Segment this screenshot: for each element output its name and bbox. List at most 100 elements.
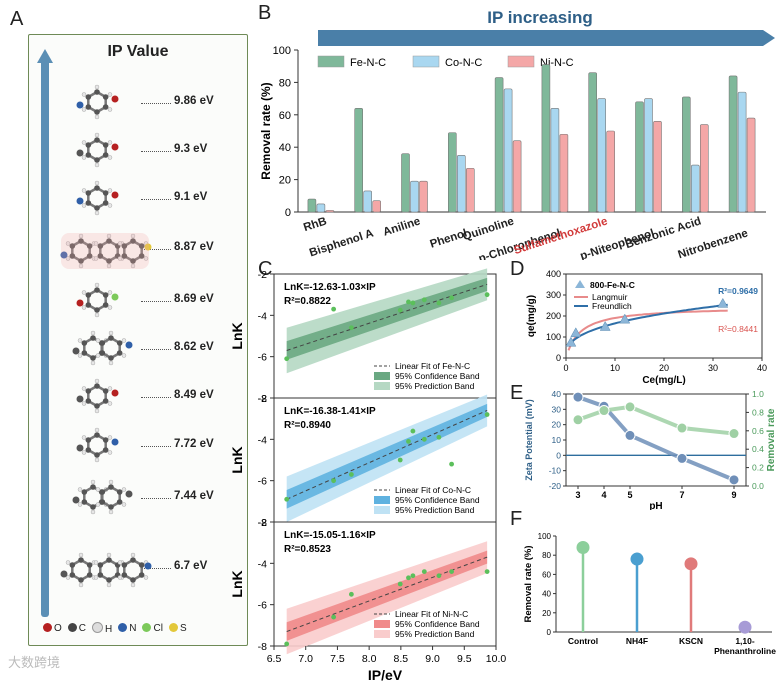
r2-langmuir: R²=0.8441	[718, 324, 758, 334]
data-point-ni-n-c-3	[397, 581, 403, 587]
atom-h	[94, 210, 100, 216]
data-point-zeta-potential-3	[676, 452, 688, 464]
atom-c	[85, 94, 92, 100]
x-tick-label: 9	[731, 490, 736, 500]
y-tick-label-left: -10	[549, 466, 562, 476]
y-tick-label: -2	[258, 393, 267, 405]
atom-c	[102, 447, 109, 453]
data-point-4	[717, 297, 729, 308]
confidence-band-co-n-c	[286, 403, 488, 509]
x-tick-label: 8.0	[362, 653, 377, 665]
atom-h	[94, 282, 100, 288]
atom-c	[94, 109, 100, 115]
atom-c	[85, 447, 92, 453]
legend-swatch-ni-n-c	[507, 55, 535, 68]
ip-value-title: IP Value	[107, 43, 169, 60]
atom-c	[81, 350, 88, 356]
atom-h	[78, 233, 84, 239]
atom-h	[121, 353, 127, 358]
legend-conf-swatch	[374, 372, 390, 380]
data-point-fe-n-c-1	[348, 325, 354, 331]
legend-swatch-co-n-c	[412, 55, 440, 68]
bar-ni-n-c-phenol	[466, 167, 475, 213]
y-tick-label: 20	[279, 175, 291, 187]
atom-h	[81, 140, 87, 145]
data-point-ni-n-c-4	[406, 575, 411, 581]
x-tick-label: 7.0	[298, 653, 313, 665]
atom-c	[121, 253, 128, 259]
data-point-ni-n-c-7	[436, 573, 442, 579]
legend-freundlich-label: Freundlich	[592, 301, 632, 311]
atom-substituent	[144, 243, 152, 251]
data-point-removal-rate-3	[676, 422, 688, 434]
atom-c	[106, 577, 112, 583]
y-tick-label: 40	[279, 142, 291, 154]
data-point-co-n-c-0	[284, 496, 290, 502]
legend-swatch-fe-n-c	[317, 55, 345, 68]
ip-increasing-label: IP increasing	[487, 8, 593, 27]
y-tick-label: 80	[279, 77, 291, 89]
r2-ni-n-c: R²=0.8523	[284, 544, 331, 555]
y-axis-label-right: Removal rate	[766, 408, 777, 471]
bar-fe-n-c-bisphenol-a	[354, 108, 363, 213]
atom-h	[90, 479, 96, 485]
atom-h	[117, 560, 123, 565]
y-tick-label: 300	[546, 290, 561, 300]
atom-c	[97, 572, 104, 578]
atom-c	[102, 398, 109, 404]
data-point-fe-n-c-3	[406, 299, 411, 305]
ip-value-9: 6.7 eV	[174, 560, 208, 572]
bar-ni-n-c-aniline	[419, 180, 428, 213]
atom-legend-cl: Cl	[142, 623, 163, 634]
atom-h	[81, 386, 87, 391]
data-point-fe-n-c-8	[484, 292, 490, 298]
data-point-co-n-c-1	[331, 478, 337, 484]
y-tick-label-left: -20	[549, 481, 562, 491]
atom-h	[65, 560, 71, 565]
atom-h	[81, 450, 87, 455]
y-tick-label: -8	[258, 393, 267, 405]
x-tick-label: 7.5	[330, 653, 345, 665]
bar-fe-n-c-phenol	[448, 132, 457, 213]
atom-h	[65, 575, 71, 580]
data-point-ni-n-c-1	[331, 614, 337, 620]
r2-freundlich: R²=0.9649	[718, 286, 758, 296]
atom-h	[107, 107, 113, 112]
x-tick-label: 40	[757, 363, 767, 373]
y-tick-label-right: 0.6	[752, 426, 764, 436]
atom-h	[77, 502, 83, 507]
bar-fe-n-c-p-chlorophenol	[541, 64, 551, 213]
atom-h	[108, 509, 114, 515]
atom-h	[81, 203, 87, 208]
legend-pred-swatch	[374, 506, 390, 514]
atom-c	[108, 355, 114, 361]
y-tick-label: 0	[547, 628, 552, 637]
atom-c	[90, 335, 96, 341]
atom-h	[117, 256, 123, 261]
legend-points-swatch	[575, 280, 585, 288]
y-tick-label-left: 0	[556, 450, 561, 460]
molecule-ring	[71, 558, 91, 582]
ip-increasing-arrow	[318, 30, 775, 46]
atom-c	[86, 243, 93, 249]
y-axis-label: Removal rate (%)	[523, 545, 534, 622]
molecule-structure-6	[76, 378, 119, 414]
x-tick-label: 10	[610, 363, 620, 373]
ip-leader-line	[141, 397, 171, 398]
ph-zeta-removal-chart: -20 -10 0 10 20 30 40 0.0 0.2 0.4 0.6 0.8 1.0 3 4 5 7 9 pH…	[524, 389, 777, 510]
data-point-co-n-c-8	[449, 461, 454, 467]
y-tick-label-right: 0.2	[752, 463, 764, 473]
atom-substituent	[111, 191, 119, 199]
atom-legend: O C H N Cl S	[43, 622, 187, 635]
atom-c	[130, 577, 136, 583]
atom-c	[130, 258, 136, 264]
atom-substituent	[111, 293, 119, 301]
atom-c	[85, 388, 92, 394]
atom-c	[108, 504, 114, 510]
legend-langmuir-label: Langmuir	[592, 292, 628, 302]
atom-substituent	[111, 95, 119, 103]
atom-c	[138, 562, 145, 568]
legend-fit-label: Linear Fit of Co-N-C	[395, 485, 471, 495]
atom-c	[99, 340, 106, 346]
ip-leader-line	[141, 249, 171, 250]
